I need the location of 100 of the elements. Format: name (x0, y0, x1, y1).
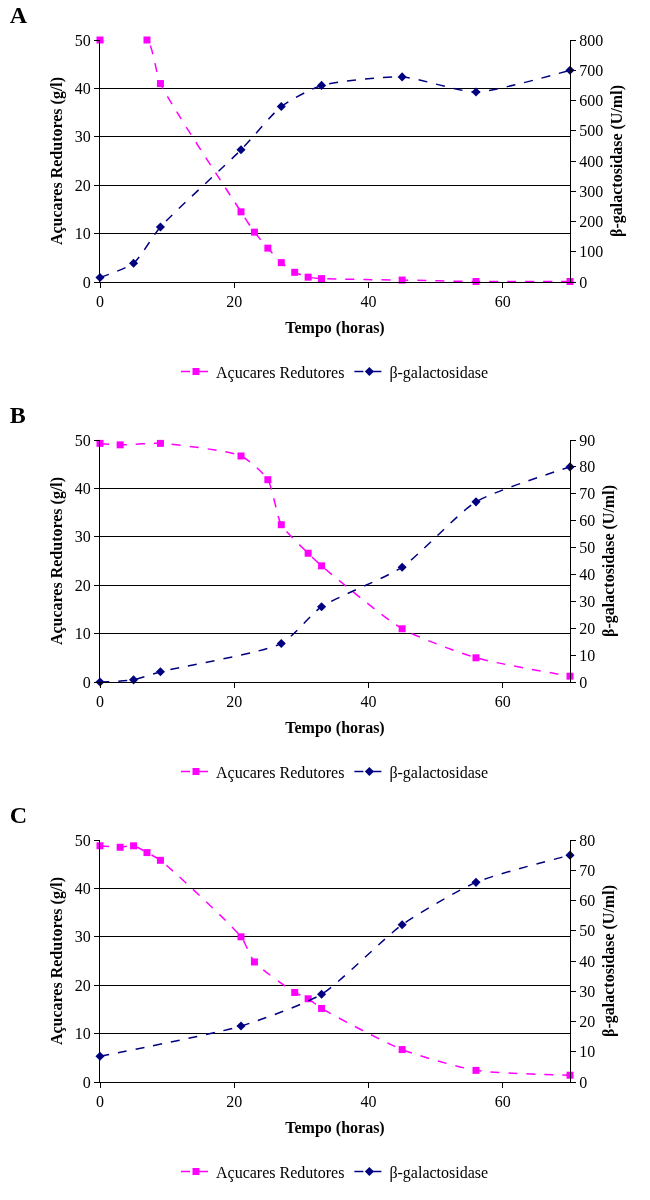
x-tick-label: 60 (494, 1093, 511, 1111)
point (116, 441, 124, 449)
point (143, 849, 151, 857)
point (237, 452, 245, 460)
point (129, 258, 139, 268)
point (276, 639, 286, 649)
y2-tick-label: 40 (579, 952, 596, 970)
y-tick-label: 10 (74, 1025, 91, 1043)
point (398, 625, 406, 633)
y2-tick-label: 80 (579, 831, 596, 849)
x-axis-title: Tempo (horas) (285, 1118, 385, 1137)
x-tick-label: 40 (360, 1093, 377, 1111)
x-tick-label: 20 (226, 293, 243, 311)
point (471, 497, 481, 507)
y-tick-label: 50 (74, 431, 91, 449)
point (116, 843, 124, 851)
y2-tick-label: 60 (579, 892, 596, 910)
point (304, 273, 312, 281)
y-axis-title: Açucares Redutores (g/l) (47, 76, 66, 246)
y-tick-label: 40 (74, 80, 91, 97)
y2-tick-label: 0 (579, 273, 588, 291)
point (130, 842, 138, 850)
y2-axis-title: β-galactosidase (U/ml) (599, 485, 618, 637)
y2-tick-label: 100 (579, 243, 604, 261)
point (472, 654, 480, 662)
point (277, 521, 285, 529)
point (264, 244, 272, 252)
y2-axis-title: β-galactosidase (U/ml) (599, 885, 618, 1037)
x-tick-label: 60 (494, 293, 511, 311)
y-tick-label: 20 (74, 176, 91, 194)
y2-tick-label: 70 (579, 861, 596, 879)
x-tick-label: 20 (226, 1093, 243, 1111)
point (143, 36, 151, 44)
point (471, 877, 481, 887)
y2-tick-label: 200 (579, 213, 604, 231)
point (250, 958, 258, 966)
chart-title: C (9, 801, 28, 828)
y2-tick-label: 10 (579, 646, 596, 664)
y2-tick-label: 0 (579, 1073, 588, 1091)
point (397, 562, 407, 572)
point (304, 549, 312, 557)
y2-tick-label: 40 (579, 566, 596, 584)
y-tick-label: 30 (74, 528, 91, 546)
y2-tick-label: 0 (579, 673, 588, 691)
y2-tick-label: 50 (579, 922, 596, 940)
y2-tick-label: 300 (579, 182, 604, 200)
legend-label: β-galactosidase (389, 1163, 489, 1182)
point (318, 275, 326, 283)
y-tick-label: 10 (74, 625, 91, 643)
y-axis-title: Açucares Redutores (g/l) (47, 876, 66, 1046)
point (317, 602, 327, 612)
point (264, 476, 272, 484)
point (318, 562, 326, 570)
y2-axis-title: β-galactosidase (U/ml) (607, 85, 626, 237)
y2-tick-label: 90 (579, 431, 596, 449)
point (472, 1066, 480, 1074)
point (156, 80, 164, 88)
x-tick-label: 40 (360, 293, 377, 311)
y2-tick-label: 600 (579, 92, 604, 110)
y2-tick-label: 700 (579, 61, 604, 79)
y2-tick-label: 400 (579, 152, 604, 170)
y-tick-label: 30 (74, 128, 91, 146)
point (277, 259, 285, 267)
y2-tick-label: 70 (579, 485, 596, 503)
point (397, 920, 407, 930)
x-tick-label: 0 (96, 293, 104, 311)
y-tick-label: 50 (74, 31, 91, 49)
y2-tick-label: 10 (579, 1043, 596, 1061)
y2-tick-label: 20 (579, 1013, 596, 1031)
x-tick-label: 40 (360, 693, 377, 711)
y2-tick-label: 30 (579, 982, 596, 1000)
point (129, 675, 139, 685)
point (291, 268, 299, 276)
point (237, 933, 245, 941)
legend-label: β-galactosidase (389, 763, 489, 782)
x-tick-label: 60 (494, 693, 511, 711)
legend-label: Açucares Redutores (216, 763, 345, 782)
y2-tick-label: 20 (579, 619, 596, 637)
y2-tick-label: 800 (579, 31, 604, 49)
y-tick-label: 0 (82, 273, 91, 291)
point (317, 989, 327, 999)
y2-tick-label: 80 (579, 458, 596, 476)
point (155, 667, 165, 677)
y-tick-label: 40 (74, 880, 91, 897)
x-tick-label: 0 (96, 693, 104, 711)
point (236, 1021, 246, 1031)
point (471, 87, 481, 97)
point (237, 208, 245, 216)
y-tick-label: 0 (82, 1073, 91, 1091)
point (236, 145, 246, 155)
y-tick-label: 0 (82, 673, 91, 691)
x-axis-title: Tempo (horas) (285, 318, 385, 337)
point (156, 856, 164, 864)
y2-tick-label: 500 (579, 122, 604, 140)
x-tick-label: 20 (226, 693, 243, 711)
point (398, 1046, 406, 1054)
legend-label: Açucares Redutores (216, 363, 345, 382)
legend-label: Açucares Redutores (216, 1163, 345, 1182)
y-tick-label: 20 (74, 576, 91, 594)
point (317, 80, 327, 90)
